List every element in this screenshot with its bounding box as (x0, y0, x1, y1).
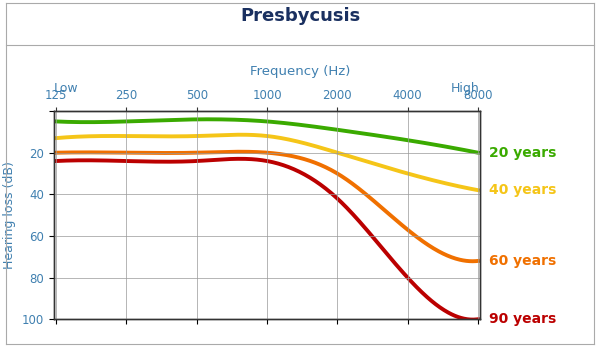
Text: Presbycusis: Presbycusis (240, 7, 360, 25)
Text: 40 years: 40 years (489, 183, 556, 197)
Text: 60 years: 60 years (489, 254, 556, 268)
Y-axis label: Hearing loss (dB): Hearing loss (dB) (4, 161, 16, 269)
Text: 90 years: 90 years (489, 312, 556, 326)
Text: High: High (451, 82, 480, 95)
Text: 20 years: 20 years (489, 146, 556, 160)
Text: Frequency (Hz): Frequency (Hz) (250, 65, 350, 78)
Text: Low: Low (54, 82, 79, 95)
